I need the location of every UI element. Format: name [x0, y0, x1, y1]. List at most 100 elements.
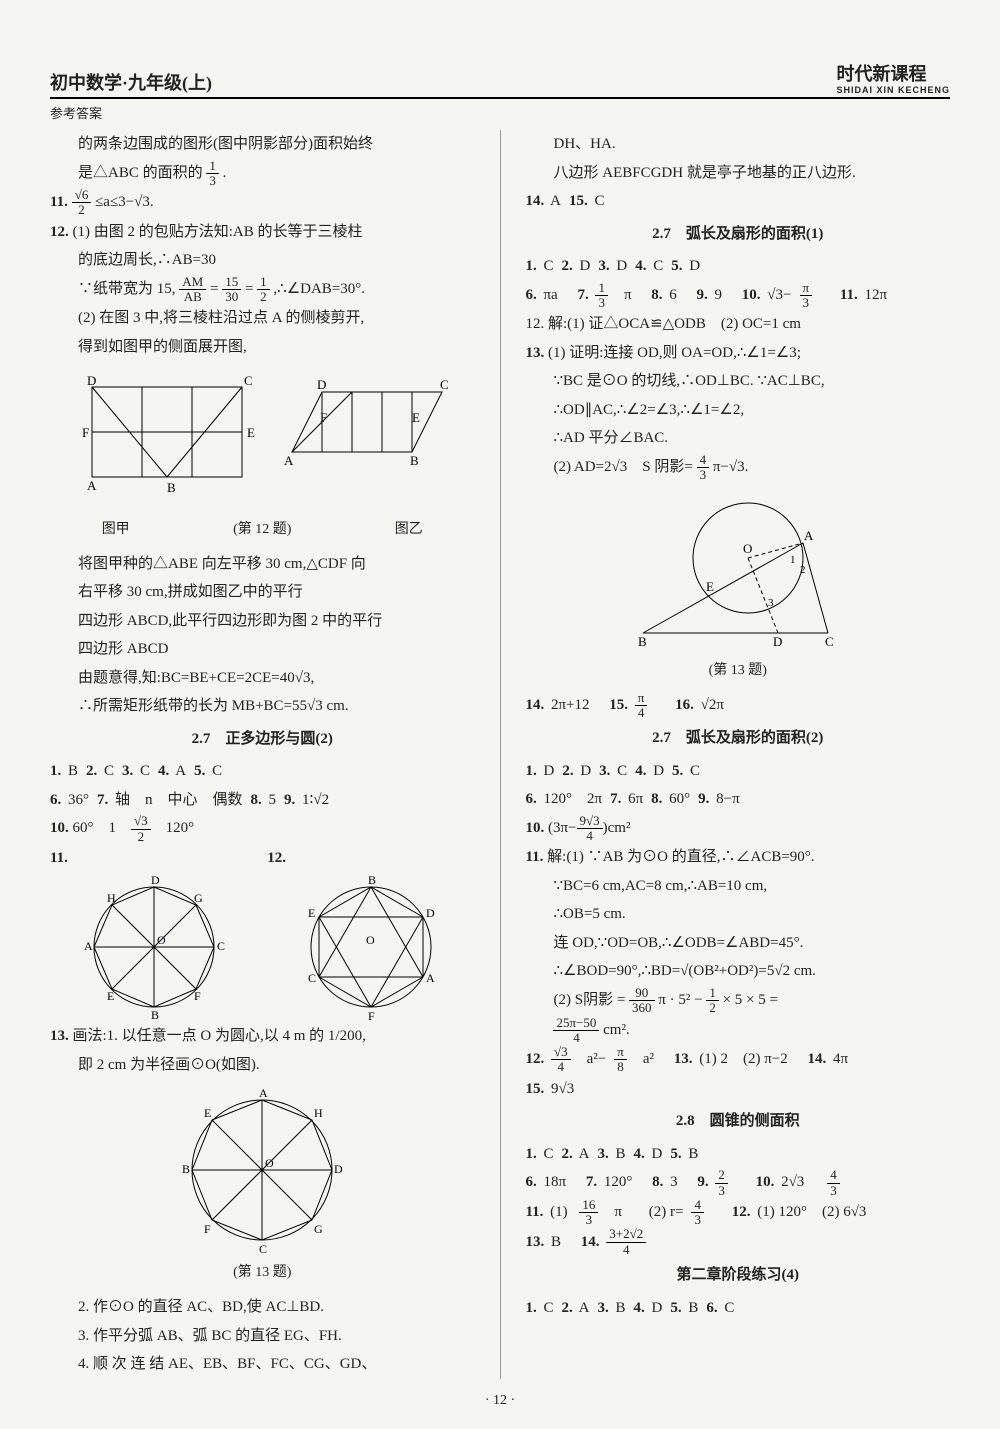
svg-text:1: 1	[790, 554, 796, 566]
svg-text:C: C	[440, 377, 449, 392]
svg-text:B: B	[167, 480, 176, 495]
text-line: 得到如图甲的侧面展开图,	[50, 333, 475, 362]
svg-text:F: F	[194, 989, 201, 1003]
text-line: 连 OD,∵OD=OB,∴∠ODB=∠ABD=45°.	[525, 929, 950, 958]
text-line: ∵BC=6 cm,AC=8 cm,∴AB=10 cm,	[525, 872, 950, 901]
svg-text:C: C	[217, 939, 225, 953]
text-line: 四边形 ABCD	[50, 635, 475, 664]
answers-line: 1. C2. A3. B4. D5. B	[525, 1140, 950, 1169]
text-line: 八边形 AEBFCGDH 就是亭子地基的正八边形.	[525, 159, 950, 188]
svg-text:O: O	[157, 933, 166, 947]
text-line: 3. 作平分弧 AB、弧 BC 的直径 EG、FH.	[50, 1322, 475, 1351]
text-line: ∴∠BOD=90°,∴BD=√(OB²+OD²)=5√2 cm.	[525, 957, 950, 986]
svg-text:D: D	[773, 634, 782, 649]
text-line: 即 2 cm 为半径画⊙O(如图).	[50, 1051, 475, 1080]
header-title-left: 初中数学·九年级(上)	[50, 69, 212, 95]
svg-text:F: F	[368, 1009, 375, 1022]
header-title-right: 时代新课程 SHIDAI XIN KECHENG	[836, 60, 950, 95]
text-line: ∴AD 平分∠BAC.	[525, 424, 950, 453]
answers-line: 1. B2. C3. C4. A5. C	[50, 757, 475, 786]
answers-line: 14. 2π+12 15. π4 16. √2π	[525, 691, 950, 721]
svg-text:3: 3	[768, 597, 774, 609]
text-line: (2) S阴影 = 90360 π · 5² − 12 × 5 × 5 =	[525, 986, 950, 1016]
svg-text:E: E	[412, 410, 420, 425]
svg-text:B: B	[410, 453, 419, 468]
answer-11: 11. √62 ≤a≤3−√3.	[50, 188, 475, 218]
svg-text:E: E	[247, 425, 255, 440]
text-line: 的底边周长,∴AB=30	[50, 246, 475, 275]
svg-text:D: D	[426, 906, 435, 920]
text-line: 将图甲种的△ABE 向左平移 30 cm,△CDF 向	[50, 550, 475, 579]
answer-10: 10. 60° 1 √32 120°	[50, 814, 475, 844]
svg-text:B: B	[368, 873, 376, 887]
text-line: (2) AD=2√3 S 阴影= 43 π−√3.	[525, 453, 950, 483]
answer-12: 12. 解:(1) 证△OCA≌△ODB (2) OC=1 cm	[525, 310, 950, 339]
svg-text:B: B	[182, 1162, 190, 1176]
text-line: ∴OD∥AC,∴∠2=∠3,∴∠1=∠2,	[525, 396, 950, 425]
svg-text:G: G	[194, 891, 203, 905]
section-title: 第二章阶段练习(4)	[525, 1261, 950, 1290]
text-line: (2) 在图 3 中,将三棱柱沿过点 A 的侧棱剪开,	[50, 304, 475, 333]
svg-text:A: A	[84, 939, 93, 953]
text-line: 是△ABC 的面积的 13 .	[50, 159, 475, 189]
svg-text:H: H	[314, 1106, 323, 1120]
section-title: 2.7 弧长及扇形的面积(2)	[525, 724, 950, 753]
right-column: DH、HA. 八边形 AEBFCGDH 就是亭子地基的正八边形. 14. A15…	[525, 130, 950, 1379]
answers-line: 13. B 14. 3+2√24	[525, 1227, 950, 1257]
answer-13: 13. 画法:1. 以任意一点 O 为圆心,以 4 m 的 1/200,	[50, 1022, 475, 1051]
svg-text:A: A	[284, 453, 294, 468]
text-line: 右平移 30 cm,拼成如图乙中的平行	[50, 578, 475, 607]
answers-line: 1. C2. D3. D4. C5. D	[525, 252, 950, 281]
answers-line: 14. A15. C	[525, 187, 950, 216]
svg-text:H: H	[107, 891, 116, 905]
section-title: 2.7 正多边形与圆(2)	[50, 725, 475, 754]
svg-text:O: O	[743, 541, 752, 556]
svg-text:D: D	[151, 873, 160, 887]
svg-text:E: E	[308, 906, 315, 920]
answers-line: 15. 9√3	[525, 1075, 950, 1104]
svg-text:D: D	[87, 373, 96, 388]
section-title: 2.8 圆锥的侧面积	[525, 1107, 950, 1136]
content-columns: 的两条边围成的图形(图中阴影部分)面积始终 是△ABC 的面积的 13 . 11…	[50, 130, 950, 1379]
answer-13: 13. (1) 证明:连接 OD,则 OA=OD,∴∠1=∠3;	[525, 339, 950, 368]
svg-text:E: E	[204, 1106, 211, 1120]
answers-line: 12. √34a²−π8a² 13. (1) 2 (2) π−2 14. 4π	[525, 1045, 950, 1075]
text-line: 4. 顺 次 连 结 AE、EB、BF、FC、CG、GD、	[50, 1350, 475, 1379]
page-header: 初中数学·九年级(上) 时代新课程 SHIDAI XIN KECHENG	[50, 60, 950, 99]
svg-text:G: G	[314, 1222, 323, 1236]
svg-text:A: A	[87, 478, 97, 493]
page-footer: · 12 ·	[0, 1393, 1000, 1409]
svg-text:B: B	[151, 1008, 159, 1022]
svg-text:B: B	[638, 634, 647, 649]
svg-text:O: O	[366, 933, 375, 947]
svg-text:O: O	[265, 1156, 274, 1170]
header-subtitle: 参考答案	[50, 103, 950, 122]
svg-text:E: E	[706, 579, 714, 594]
svg-text:D: D	[317, 377, 326, 392]
text-line: ∴所需矩形纸带的长为 MB+BC=55√3 cm.	[50, 692, 475, 721]
answers-line: 1. D2. D3. C4. D5. C	[525, 757, 950, 786]
text-line: ∵纸带宽为 15, AMAB = 1530 = 12 ,∴∠DAB=30°.	[50, 275, 475, 305]
text-line: ∴OB=5 cm.	[525, 900, 950, 929]
svg-text:A: A	[804, 528, 814, 543]
column-divider	[500, 130, 501, 1379]
svg-text:F: F	[204, 1222, 211, 1236]
answers-line: 6. 18π 7. 120° 8. 3 9. 23 10. 2√3 43	[525, 1168, 950, 1198]
svg-text:C: C	[825, 634, 834, 649]
answer-11: 11. 解:(1) ∵AB 为⊙O 的直径,∴∠ACB=90°.	[525, 843, 950, 872]
text-line: DH、HA.	[525, 130, 950, 159]
svg-text:C: C	[244, 373, 253, 388]
answers-line: 11. (1) 163π (2) r=43 12. (1) 120° (2) 6…	[525, 1198, 950, 1228]
figure-13-left: A E H B D F G C O (第 13 题)	[50, 1085, 475, 1287]
left-column: 的两条边围成的图形(图中阴影部分)面积始终 是△ABC 的面积的 13 . 11…	[50, 130, 475, 1379]
section-title: 2.7 弧长及扇形的面积(1)	[525, 220, 950, 249]
answers-line: 6. 36°7. 轴 n 中心 偶数8. 59. 1∶√2	[50, 786, 475, 815]
svg-text:A: A	[259, 1086, 268, 1100]
answers-line: 6. πa 7. 13π 8. 6 9. 9 10. √3−π3 11. 12π	[525, 281, 950, 311]
answers-line: 1. C2. A3. B4. D5. B6. C	[525, 1294, 950, 1323]
text-line: 由题意得,知:BC=BE+CE=2CE=40√3,	[50, 664, 475, 693]
text-line: 2. 作⊙O 的直径 AC、BD,使 AC⊥BD.	[50, 1293, 475, 1322]
figure-13-right: A O E B D C 1 2 3 (第 13 题)	[525, 488, 950, 685]
text-line: 25π−504 cm².	[525, 1016, 950, 1046]
svg-text:2: 2	[800, 564, 806, 576]
